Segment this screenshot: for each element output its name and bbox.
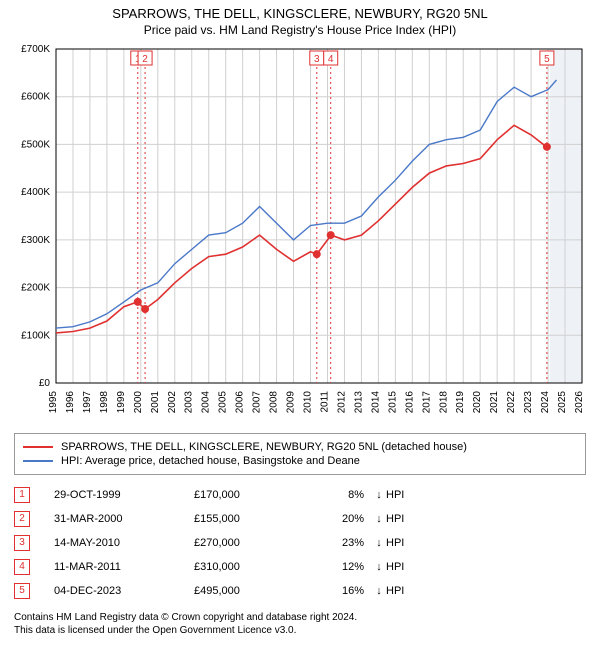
transaction-marker: 5: [14, 583, 30, 599]
transaction-row: 1 29-OCT-1999£170,0008%↓HPI: [14, 483, 586, 507]
transaction-hpi-label: HPI: [386, 489, 426, 501]
svg-text:4: 4: [328, 54, 334, 65]
svg-text:2024: 2024: [540, 390, 551, 413]
arrow-down-icon: ↓: [372, 585, 386, 597]
svg-text:£700K: £700K: [21, 44, 50, 55]
transaction-diff: 8%: [304, 489, 372, 501]
svg-text:2014: 2014: [370, 390, 381, 413]
svg-text:2008: 2008: [269, 390, 280, 413]
chart-title: SPARROWS, THE DELL, KINGSCLERE, NEWBURY,…: [10, 6, 590, 23]
svg-text:2018: 2018: [438, 390, 449, 413]
transaction-date: 29-OCT-1999: [54, 489, 194, 501]
transaction-price: £495,000: [194, 585, 304, 597]
legend-label: SPARROWS, THE DELL, KINGSCLERE, NEWBURY,…: [61, 441, 467, 453]
svg-text:1996: 1996: [65, 390, 76, 413]
legend-swatch: [23, 460, 53, 462]
transaction-date: 04-DEC-2023: [54, 585, 194, 597]
svg-text:2003: 2003: [184, 390, 195, 413]
arrow-down-icon: ↓: [372, 513, 386, 525]
transaction-marker: 2: [14, 511, 30, 527]
svg-text:2016: 2016: [404, 390, 415, 413]
svg-text:2013: 2013: [353, 390, 364, 413]
svg-text:£500K: £500K: [21, 139, 50, 150]
svg-text:3: 3: [314, 54, 320, 65]
svg-text:£0: £0: [39, 378, 51, 389]
legend-item: SPARROWS, THE DELL, KINGSCLERE, NEWBURY,…: [23, 441, 577, 453]
svg-text:2021: 2021: [489, 390, 500, 413]
arrow-down-icon: ↓: [372, 537, 386, 549]
svg-text:1997: 1997: [82, 390, 93, 413]
transaction-row: 2 31-MAR-2000£155,00020%↓HPI: [14, 507, 586, 531]
legend: SPARROWS, THE DELL, KINGSCLERE, NEWBURY,…: [14, 433, 586, 475]
svg-text:1999: 1999: [116, 390, 127, 413]
svg-text:2020: 2020: [472, 390, 483, 413]
transaction-marker: 1: [14, 487, 30, 503]
svg-text:2009: 2009: [286, 390, 297, 413]
chart-container: SPARROWS, THE DELL, KINGSCLERE, NEWBURY,…: [0, 0, 600, 645]
svg-text:2023: 2023: [523, 390, 534, 413]
chart-svg: £0 £100K £200K £300K £400K £500K £600K £700K 199…: [10, 43, 588, 421]
transaction-row: 5 04-DEC-2023£495,00016%↓HPI: [14, 579, 586, 603]
svg-text:2007: 2007: [252, 390, 263, 413]
transaction-price: £155,000: [194, 513, 304, 525]
svg-text:1998: 1998: [99, 390, 110, 413]
svg-text:£300K: £300K: [21, 235, 50, 246]
svg-text:2015: 2015: [387, 390, 398, 413]
svg-text:1995: 1995: [48, 390, 59, 413]
svg-text:2001: 2001: [150, 390, 161, 413]
transaction-hpi-label: HPI: [386, 561, 426, 573]
transaction-diff: 23%: [304, 537, 372, 549]
transaction-row: 3 14-MAY-2010£270,00023%↓HPI: [14, 531, 586, 555]
transaction-diff: 16%: [304, 585, 372, 597]
svg-text:2: 2: [142, 54, 148, 65]
svg-text:£400K: £400K: [21, 187, 50, 198]
footer-line-1: Contains HM Land Registry data © Crown c…: [14, 611, 586, 624]
transaction-date: 14-MAY-2010: [54, 537, 194, 549]
svg-text:2000: 2000: [133, 390, 144, 413]
svg-text:£600K: £600K: [21, 92, 50, 103]
transaction-price: £310,000: [194, 561, 304, 573]
line-chart: £0 £100K £200K £300K £400K £500K £600K £700K 199…: [10, 43, 588, 421]
transaction-marker: 3: [14, 535, 30, 551]
transaction-row: 4 11-MAR-2011£310,00012%↓HPI: [14, 555, 586, 579]
legend-item: HPI: Average price, detached house, Basi…: [23, 455, 577, 467]
arrow-down-icon: ↓: [372, 489, 386, 501]
transaction-hpi-label: HPI: [386, 537, 426, 549]
transaction-date: 31-MAR-2000: [54, 513, 194, 525]
svg-text:£200K: £200K: [21, 282, 50, 293]
legend-swatch: [23, 446, 53, 448]
svg-text:2022: 2022: [506, 390, 517, 413]
transaction-marker: 4: [14, 559, 30, 575]
transaction-diff: 20%: [304, 513, 372, 525]
svg-text:2011: 2011: [319, 390, 330, 412]
svg-text:2017: 2017: [421, 390, 432, 413]
arrow-down-icon: ↓: [372, 561, 386, 573]
footer-attribution: Contains HM Land Registry data © Crown c…: [14, 611, 586, 637]
legend-label: HPI: Average price, detached house, Basi…: [61, 455, 360, 467]
transaction-hpi-label: HPI: [386, 585, 426, 597]
chart-subtitle: Price paid vs. HM Land Registry's House …: [10, 23, 590, 37]
transactions-table: 129-OCT-1999£170,0008%↓HPI231-MAR-2000£1…: [14, 483, 586, 603]
transaction-price: £170,000: [194, 489, 304, 501]
svg-text:£100K: £100K: [21, 330, 50, 341]
svg-text:2006: 2006: [235, 390, 246, 413]
svg-text:2004: 2004: [201, 390, 212, 413]
svg-text:2005: 2005: [218, 390, 229, 413]
svg-text:2025: 2025: [557, 390, 568, 413]
transaction-price: £270,000: [194, 537, 304, 549]
transaction-date: 11-MAR-2011: [54, 561, 194, 573]
svg-text:2019: 2019: [455, 390, 466, 413]
transaction-diff: 12%: [304, 561, 372, 573]
svg-text:2012: 2012: [336, 390, 347, 413]
footer-line-2: This data is licensed under the Open Gov…: [14, 624, 586, 637]
svg-text:2002: 2002: [167, 390, 178, 413]
svg-text:2010: 2010: [303, 390, 314, 413]
svg-text:5: 5: [544, 54, 550, 65]
svg-text:2026: 2026: [574, 390, 585, 413]
transaction-hpi-label: HPI: [386, 513, 426, 525]
